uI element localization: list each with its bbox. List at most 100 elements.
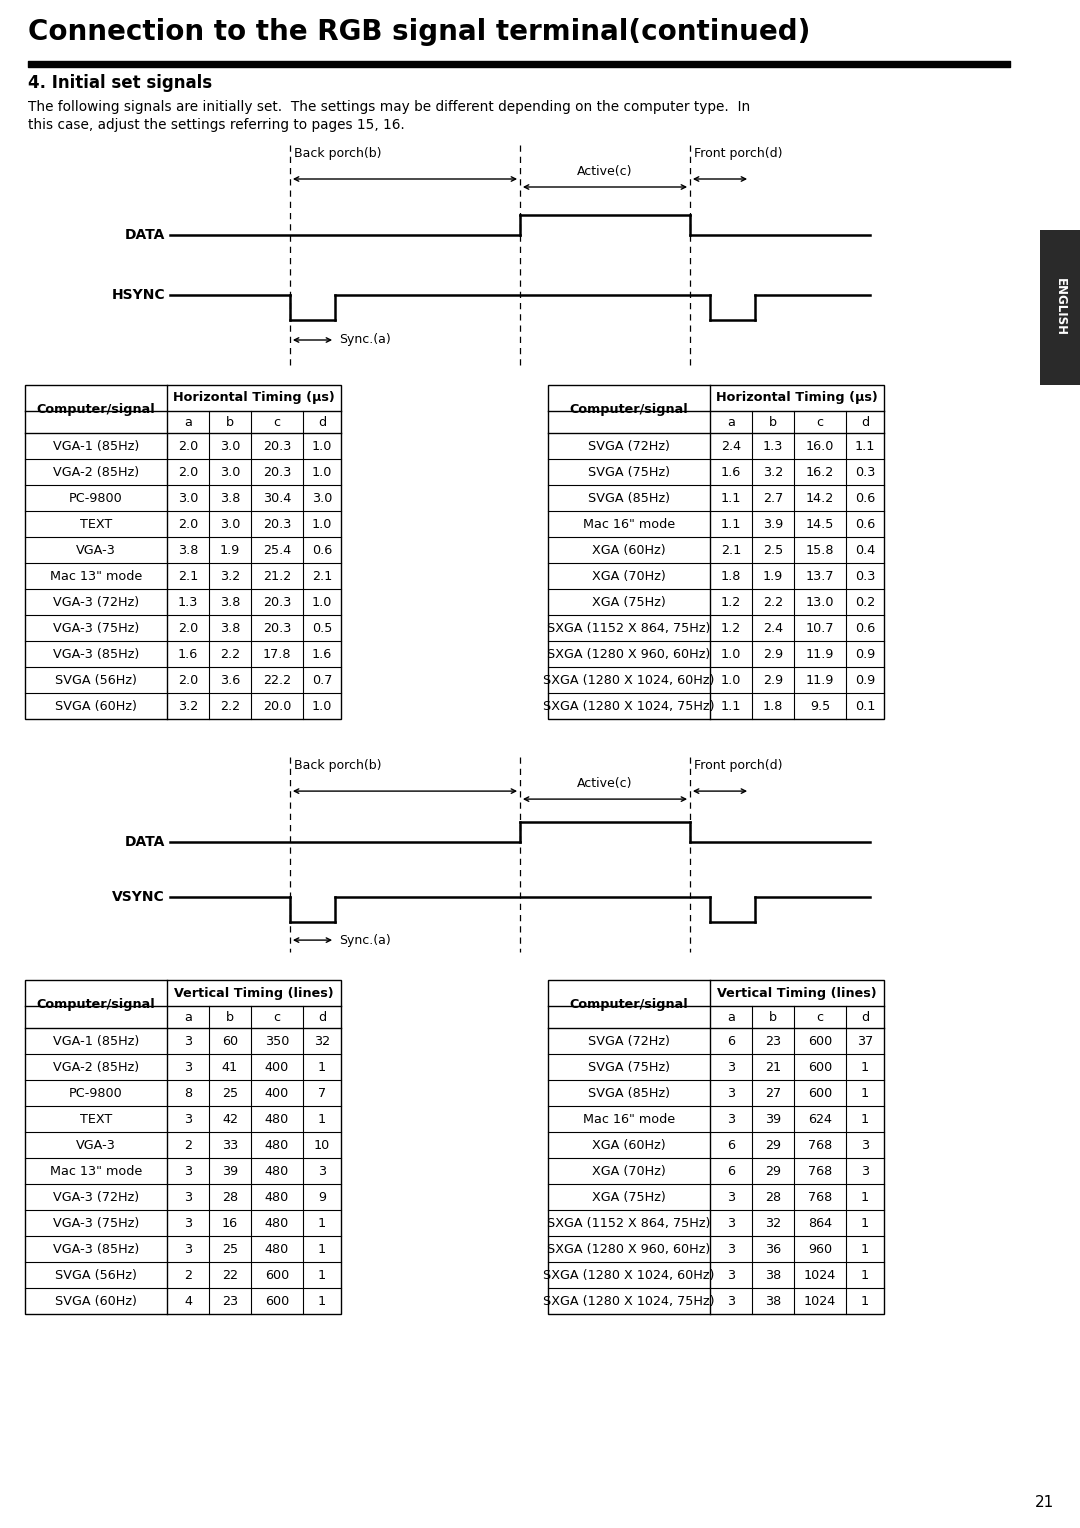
Text: 600: 600 — [808, 1086, 832, 1100]
Text: 2.0: 2.0 — [178, 622, 198, 634]
Text: a: a — [727, 416, 734, 428]
Text: c: c — [816, 416, 824, 428]
Text: VGA-3 (72Hz): VGA-3 (72Hz) — [53, 1190, 139, 1204]
Text: 480: 480 — [265, 1164, 289, 1178]
Text: 16.2: 16.2 — [806, 466, 834, 478]
Text: 0.9: 0.9 — [855, 648, 875, 660]
Text: b: b — [226, 416, 234, 428]
Text: 14.2: 14.2 — [806, 492, 834, 504]
Text: 2.7: 2.7 — [762, 492, 783, 504]
Text: 21: 21 — [765, 1060, 781, 1074]
Text: Mac 13" mode: Mac 13" mode — [50, 570, 143, 582]
Text: 1: 1 — [318, 1112, 326, 1126]
Text: b: b — [226, 1010, 234, 1024]
Text: SVGA (72Hz): SVGA (72Hz) — [589, 440, 670, 452]
Text: DATA: DATA — [124, 228, 165, 241]
Text: 3.2: 3.2 — [220, 570, 240, 582]
Text: 2.5: 2.5 — [762, 544, 783, 556]
Text: VGA-1 (85Hz): VGA-1 (85Hz) — [53, 1034, 139, 1048]
Text: 1024: 1024 — [804, 1294, 836, 1308]
Text: 20.3: 20.3 — [262, 596, 292, 608]
Bar — [548, 385, 885, 720]
Text: 38: 38 — [765, 1294, 781, 1308]
Text: 0.4: 0.4 — [855, 544, 875, 556]
Text: 3: 3 — [184, 1112, 192, 1126]
Text: 0.5: 0.5 — [312, 622, 333, 634]
Text: 1.2: 1.2 — [720, 622, 741, 634]
Text: 1.6: 1.6 — [720, 466, 741, 478]
Text: 21.2: 21.2 — [262, 570, 292, 582]
Text: 4: 4 — [184, 1294, 192, 1308]
Text: 1.6: 1.6 — [312, 648, 333, 660]
Text: 25.4: 25.4 — [262, 544, 292, 556]
Text: 20.0: 20.0 — [262, 700, 292, 712]
Text: VGA-3 (75Hz): VGA-3 (75Hz) — [53, 1216, 139, 1230]
Text: VGA-3 (72Hz): VGA-3 (72Hz) — [53, 596, 139, 608]
Text: 2.0: 2.0 — [178, 518, 198, 530]
Text: 11.9: 11.9 — [806, 648, 834, 660]
Text: 3: 3 — [318, 1164, 326, 1178]
Text: 13.0: 13.0 — [806, 596, 834, 608]
Text: b: b — [769, 416, 778, 428]
Text: 0.7: 0.7 — [312, 674, 333, 686]
Text: Connection to the RGB signal terminal(continued): Connection to the RGB signal terminal(co… — [28, 18, 810, 46]
Text: 20.3: 20.3 — [262, 466, 292, 478]
Text: 3.0: 3.0 — [220, 518, 240, 530]
Text: XGA (70Hz): XGA (70Hz) — [592, 570, 666, 582]
Text: SVGA (56Hz): SVGA (56Hz) — [55, 1268, 137, 1282]
Text: 2.0: 2.0 — [178, 466, 198, 478]
Text: SVGA (72Hz): SVGA (72Hz) — [589, 1034, 670, 1048]
Text: c: c — [273, 1010, 281, 1024]
Text: 3.8: 3.8 — [220, 596, 240, 608]
Text: 1: 1 — [861, 1086, 869, 1100]
Text: 2.9: 2.9 — [762, 674, 783, 686]
Text: 1: 1 — [318, 1268, 326, 1282]
Text: 22: 22 — [222, 1268, 238, 1282]
Text: 30.4: 30.4 — [262, 492, 292, 504]
Text: 9.5: 9.5 — [810, 700, 831, 712]
Text: 400: 400 — [265, 1060, 289, 1074]
Text: 960: 960 — [808, 1242, 832, 1256]
Bar — [25, 979, 341, 1314]
Text: 1.3: 1.3 — [762, 440, 783, 452]
Text: 3: 3 — [727, 1060, 735, 1074]
Text: 2.2: 2.2 — [762, 596, 783, 608]
Text: 20.3: 20.3 — [262, 440, 292, 452]
Text: 9: 9 — [318, 1190, 326, 1204]
Text: 1.8: 1.8 — [762, 700, 783, 712]
Text: VGA-3 (85Hz): VGA-3 (85Hz) — [53, 1242, 139, 1256]
Text: 3: 3 — [184, 1034, 192, 1048]
Text: 3.9: 3.9 — [762, 518, 783, 530]
Text: 3: 3 — [184, 1060, 192, 1074]
Text: 28: 28 — [221, 1190, 238, 1204]
Text: SVGA (75Hz): SVGA (75Hz) — [588, 1060, 670, 1074]
Text: 27: 27 — [765, 1086, 781, 1100]
Text: 0.1: 0.1 — [854, 700, 875, 712]
Text: SXGA (1152 X 864, 75Hz): SXGA (1152 X 864, 75Hz) — [548, 622, 711, 634]
Text: 3.6: 3.6 — [220, 674, 240, 686]
Text: 6: 6 — [727, 1034, 735, 1048]
Text: 768: 768 — [808, 1164, 832, 1178]
Text: 10: 10 — [314, 1138, 330, 1152]
Text: SVGA (60Hz): SVGA (60Hz) — [55, 1294, 137, 1308]
Text: 3.0: 3.0 — [220, 440, 240, 452]
Text: 39: 39 — [221, 1164, 238, 1178]
Text: 1: 1 — [861, 1268, 869, 1282]
Text: 6: 6 — [727, 1164, 735, 1178]
Text: a: a — [184, 416, 192, 428]
Text: 1.0: 1.0 — [720, 674, 741, 686]
Text: 3.8: 3.8 — [220, 492, 240, 504]
Text: SXGA (1280 X 1024, 60Hz): SXGA (1280 X 1024, 60Hz) — [543, 1268, 715, 1282]
Text: 41: 41 — [221, 1060, 238, 1074]
Text: ENGLISH: ENGLISH — [1053, 278, 1067, 336]
Text: 1.1: 1.1 — [720, 518, 741, 530]
Text: 2.2: 2.2 — [220, 648, 240, 660]
Text: d: d — [861, 1010, 869, 1024]
Text: 2.0: 2.0 — [178, 440, 198, 452]
Text: 17.8: 17.8 — [262, 648, 292, 660]
Text: 864: 864 — [808, 1216, 832, 1230]
Text: 1: 1 — [318, 1242, 326, 1256]
Text: HSYNC: HSYNC — [111, 287, 165, 303]
Text: 1.3: 1.3 — [178, 596, 199, 608]
Text: 4. Initial set signals: 4. Initial set signals — [28, 73, 212, 92]
